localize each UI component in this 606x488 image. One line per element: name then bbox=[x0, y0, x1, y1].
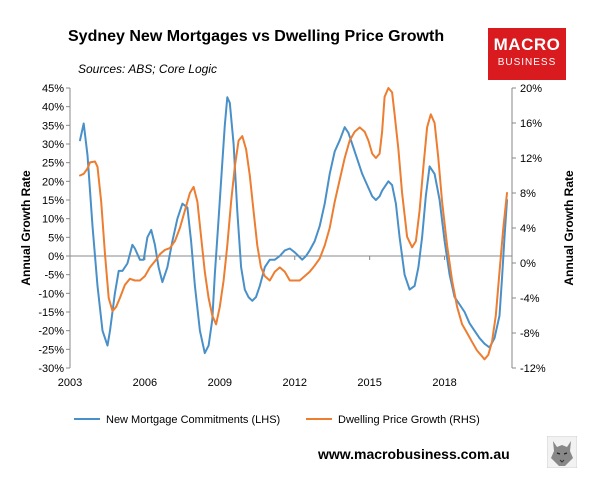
y-right-tick-label: -4% bbox=[520, 293, 540, 305]
y-right-tick-label: 8% bbox=[520, 188, 536, 200]
y-left-tick-label: -5% bbox=[44, 270, 64, 282]
x-tick-label: 2018 bbox=[432, 377, 456, 389]
y-right-tick-label: 16% bbox=[520, 118, 542, 130]
y-left-tick-label: 45% bbox=[42, 83, 64, 95]
chart-sources: Sources: ABS; Core Logic bbox=[78, 62, 217, 76]
series-line-new-mortgage-commitments bbox=[79, 96, 508, 355]
y-left-tick-label: 0% bbox=[48, 251, 64, 263]
website-url: www.macrobusiness.com.au bbox=[318, 446, 510, 462]
y-right-tick-label: -12% bbox=[520, 363, 546, 375]
logo-line1: MACRO bbox=[493, 35, 561, 54]
y-left-tick-label: 40% bbox=[42, 102, 64, 114]
chart-title: Sydney New Mortgages vs Dwelling Price G… bbox=[68, 28, 445, 45]
y-left-tick-label: 10% bbox=[42, 214, 64, 226]
y-left-tick-label: -20% bbox=[38, 326, 64, 338]
logo-line2: BUSINESS bbox=[497, 57, 557, 68]
y-left-tick-label: -10% bbox=[38, 288, 64, 300]
y-left-tick-label: 15% bbox=[42, 195, 64, 207]
y-left-tick-label: -30% bbox=[38, 363, 64, 375]
x-tick-label: 2006 bbox=[133, 377, 157, 389]
y-left-tick-label: -15% bbox=[38, 307, 64, 319]
series-line-dwelling-price-growth bbox=[79, 87, 508, 361]
y-right-tick-label: 12% bbox=[520, 153, 542, 165]
y-left-axis-title: Annual Growth Rate bbox=[19, 170, 33, 286]
x-tick-label: 2009 bbox=[208, 377, 232, 389]
x-tick-label: 2015 bbox=[357, 377, 381, 389]
y-left-tick-label: 35% bbox=[42, 120, 64, 132]
y-left-tick-label: 30% bbox=[42, 139, 64, 151]
y-left-tick-label: 5% bbox=[48, 232, 64, 244]
y-right-axis-title: Annual Growth Rate bbox=[562, 170, 576, 286]
y-right-tick-label: -8% bbox=[520, 328, 540, 340]
macrobusiness-logo: MACRO BUSINESS bbox=[488, 28, 566, 80]
legend-label: New Mortgage Commitments (LHS) bbox=[106, 414, 280, 426]
y-right-tick-label: 0% bbox=[520, 258, 536, 270]
y-right-tick-label: 4% bbox=[520, 223, 536, 235]
x-tick-label: 2012 bbox=[283, 377, 307, 389]
wolf-logo-icon bbox=[547, 436, 577, 468]
y-right-tick-label: 20% bbox=[520, 83, 542, 95]
y-left-tick-label: 25% bbox=[42, 158, 64, 170]
legend-label: Dwelling Price Growth (RHS) bbox=[338, 414, 480, 426]
y-left-tick-label: -25% bbox=[38, 344, 64, 356]
x-tick-label: 2003 bbox=[58, 377, 82, 389]
y-left-tick-label: 20% bbox=[42, 176, 64, 188]
